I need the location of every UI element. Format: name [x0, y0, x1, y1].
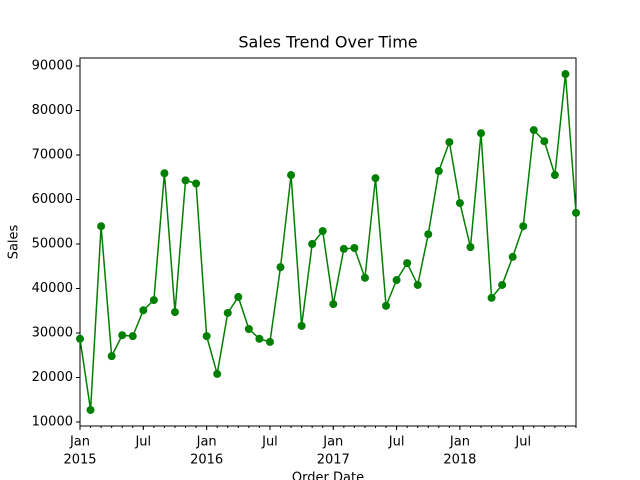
point — [371, 174, 380, 183]
point — [477, 129, 486, 138]
point — [223, 308, 232, 317]
x-tick-label: Jul — [134, 435, 151, 450]
point — [308, 240, 317, 249]
point — [498, 280, 507, 289]
x-tick-label: Jan — [449, 435, 470, 450]
y-tick-label: 70000 — [32, 148, 73, 163]
point — [107, 352, 116, 361]
x-tick-label: 2016 — [190, 453, 223, 468]
point — [170, 308, 179, 317]
point — [76, 334, 84, 343]
point — [318, 227, 327, 236]
point — [287, 171, 296, 180]
x-tick-label: Jan — [322, 435, 343, 450]
plot-frame — [79, 57, 577, 427]
x-tick-label: Jul — [261, 435, 278, 450]
y-tick-label: 40000 — [32, 281, 73, 296]
y-tick-label: 50000 — [32, 237, 73, 252]
x-tick-label: 2015 — [63, 453, 96, 468]
point — [466, 243, 475, 252]
point — [424, 230, 433, 239]
point — [455, 199, 464, 208]
point — [265, 337, 274, 346]
point — [149, 296, 158, 305]
line — [79, 73, 577, 411]
y-tick-label: 80000 — [32, 103, 73, 118]
x-tick-label: Jan — [196, 435, 217, 450]
x-tick-label: Jul — [388, 435, 405, 450]
point — [360, 273, 369, 282]
point — [561, 70, 570, 79]
point — [350, 244, 359, 253]
point — [160, 169, 169, 178]
point — [572, 208, 580, 217]
point — [329, 300, 338, 309]
point — [550, 171, 559, 180]
point — [297, 321, 306, 330]
point — [382, 301, 391, 310]
x-axis-label: Order Date — [292, 471, 364, 480]
point — [445, 138, 454, 147]
point — [244, 324, 253, 333]
point — [128, 332, 137, 341]
point — [434, 167, 443, 176]
y-tick-label: 10000 — [32, 414, 73, 429]
point — [97, 222, 106, 231]
y-tick-label: 60000 — [32, 192, 73, 207]
point — [508, 252, 517, 261]
x-tick-label: Jan — [69, 435, 90, 450]
chart-title: Sales Trend Over Time — [238, 33, 417, 52]
y-tick-label: 30000 — [32, 325, 73, 340]
point — [413, 280, 422, 289]
point — [234, 292, 243, 301]
x-tick-label: 2017 — [317, 453, 350, 468]
point — [213, 369, 222, 378]
point — [519, 222, 528, 231]
point — [192, 179, 201, 188]
y-axis-label: Sales — [7, 224, 22, 259]
point — [540, 137, 549, 146]
point — [255, 334, 264, 343]
point — [276, 263, 285, 272]
point — [86, 405, 95, 414]
point — [392, 276, 401, 285]
x-tick-label: Jul — [514, 435, 531, 450]
point — [403, 259, 412, 268]
point — [202, 332, 211, 341]
point — [118, 331, 127, 340]
y-tick-label: 20000 — [32, 370, 73, 385]
y-tick-label: 90000 — [32, 59, 73, 74]
point — [181, 176, 190, 185]
point — [139, 306, 148, 315]
x-tick-label: 2018 — [443, 453, 476, 468]
point — [339, 244, 348, 253]
point — [529, 126, 538, 135]
point — [487, 293, 496, 302]
